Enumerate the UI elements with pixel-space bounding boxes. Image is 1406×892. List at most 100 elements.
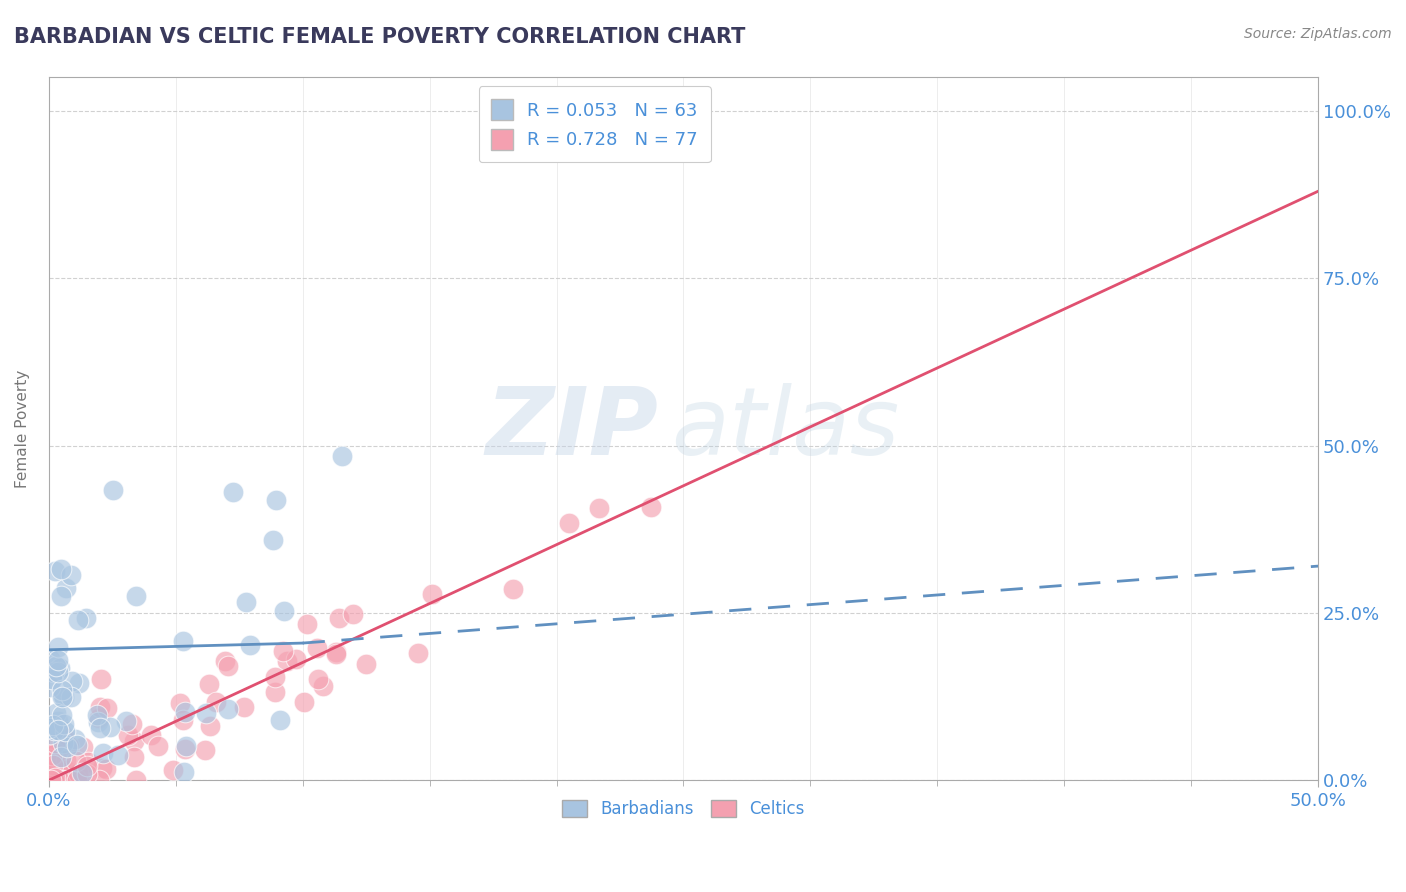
Point <box>46 653 69 667</box>
Point <box>122 734 145 748</box>
Point <box>53 732 76 747</box>
Point <box>51 773 73 788</box>
Point <box>49 750 72 764</box>
Point <box>52 736 75 750</box>
Point <box>233 700 256 714</box>
Point <box>55 753 77 767</box>
Point <box>172 634 194 648</box>
Point <box>173 765 195 780</box>
Point <box>52 773 75 788</box>
Point <box>125 773 148 788</box>
Point <box>239 638 262 652</box>
Point <box>262 533 284 548</box>
Point <box>69 676 91 690</box>
Point <box>117 728 139 742</box>
Point <box>39 752 62 766</box>
Point <box>66 739 89 753</box>
Point <box>101 483 124 497</box>
Y-axis label: Female Poverty: Female Poverty <box>15 370 30 488</box>
Point <box>169 696 191 710</box>
Point <box>91 761 114 775</box>
Point <box>502 582 524 596</box>
Point <box>77 756 100 770</box>
Point <box>53 724 76 739</box>
Point <box>325 644 347 658</box>
Point <box>72 740 94 755</box>
Point <box>60 690 83 704</box>
Point <box>75 611 97 625</box>
Point <box>125 589 148 603</box>
Point <box>39 747 62 761</box>
Point <box>44 773 66 788</box>
Point <box>44 773 66 788</box>
Point <box>90 672 112 686</box>
Point <box>39 759 62 773</box>
Point <box>146 739 169 754</box>
Legend: Barbadians, Celtics: Barbadians, Celtics <box>555 793 811 825</box>
Text: Source: ZipAtlas.com: Source: ZipAtlas.com <box>1244 27 1392 41</box>
Point <box>292 695 315 709</box>
Point <box>60 673 83 688</box>
Point <box>42 723 65 738</box>
Text: atlas: atlas <box>671 384 898 475</box>
Point <box>39 727 62 741</box>
Point <box>121 717 143 731</box>
Point <box>49 661 72 675</box>
Point <box>45 658 67 673</box>
Point <box>406 646 429 660</box>
Point <box>122 749 145 764</box>
Point <box>174 742 197 756</box>
Point <box>273 604 295 618</box>
Point <box>87 711 110 725</box>
Point <box>46 665 69 680</box>
Point <box>172 713 194 727</box>
Point <box>87 773 110 788</box>
Point <box>44 717 66 731</box>
Point <box>52 764 75 779</box>
Point <box>39 773 62 788</box>
Point <box>49 589 72 603</box>
Point <box>39 680 62 694</box>
Point <box>89 722 111 736</box>
Point <box>305 640 328 655</box>
Point <box>41 672 63 686</box>
Point <box>194 743 217 757</box>
Point <box>42 718 65 732</box>
Point <box>55 581 77 595</box>
Point <box>198 719 221 733</box>
Point <box>51 690 73 704</box>
Point <box>194 706 217 721</box>
Point <box>76 766 98 780</box>
Point <box>89 700 111 714</box>
Point <box>354 657 377 672</box>
Point <box>96 701 118 715</box>
Point <box>45 746 67 760</box>
Point <box>41 747 63 762</box>
Point <box>52 689 75 703</box>
Text: ZIP: ZIP <box>485 383 658 475</box>
Point <box>66 766 89 780</box>
Point <box>58 739 80 753</box>
Point <box>42 773 65 788</box>
Point <box>39 762 62 776</box>
Point <box>42 758 65 772</box>
Point <box>51 708 73 723</box>
Point <box>46 723 69 738</box>
Point <box>217 658 239 673</box>
Point <box>66 773 89 788</box>
Point <box>55 773 77 788</box>
Point <box>44 771 66 785</box>
Point <box>76 759 98 773</box>
Point <box>69 773 91 788</box>
Point <box>53 690 76 704</box>
Point <box>640 500 662 515</box>
Point <box>273 643 295 657</box>
Point <box>307 672 329 686</box>
Point <box>56 739 79 754</box>
Point <box>115 714 138 729</box>
Point <box>295 617 318 632</box>
Point <box>328 611 350 625</box>
Point <box>98 720 121 734</box>
Point <box>48 714 70 728</box>
Point <box>67 613 90 627</box>
